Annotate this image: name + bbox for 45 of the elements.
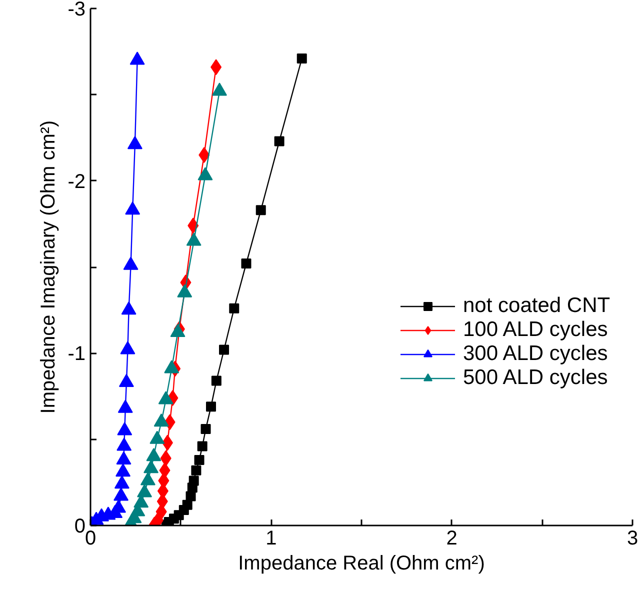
point (140, 472, 156, 486)
point (219, 344, 230, 355)
point (154, 414, 169, 427)
point (146, 448, 162, 462)
point (170, 324, 186, 338)
legend-label: not coated CNT (463, 294, 610, 318)
legend-label: 500 ALD cycles (463, 366, 608, 390)
point (116, 438, 132, 451)
point (144, 460, 159, 474)
point (114, 476, 130, 489)
x-tick-label: 1 (266, 528, 277, 550)
point (127, 136, 142, 150)
point (211, 376, 222, 386)
legend-label: 100 ALD cycles (463, 318, 608, 342)
point (137, 484, 152, 498)
point (120, 341, 136, 354)
point (116, 451, 132, 465)
point (118, 400, 133, 413)
point (241, 258, 252, 269)
legend-label: 300 ALD cycles (463, 342, 608, 366)
point (198, 167, 213, 180)
point (186, 232, 202, 246)
point (256, 205, 266, 216)
point (229, 303, 240, 314)
point (123, 256, 138, 270)
y-axis-title: Impedance Imaginary (Ohm cm²) (38, 120, 60, 414)
y-tick-label: -2 (68, 170, 86, 193)
x-axis-title: Impedance Real (Ohm cm²) (238, 552, 485, 574)
point (200, 424, 211, 434)
point (177, 284, 192, 298)
point (150, 430, 165, 444)
point (125, 202, 140, 215)
point (274, 136, 284, 146)
point (158, 391, 174, 404)
y-tick-label: -1 (68, 343, 86, 366)
point (121, 302, 136, 315)
point (114, 488, 129, 501)
y-tick-label: -3 (68, 0, 86, 20)
point (118, 374, 134, 388)
point (116, 463, 131, 477)
x-tick-label: 2 (446, 528, 458, 550)
point (117, 422, 132, 436)
point (296, 53, 307, 64)
x-tick-label: 3 (626, 528, 638, 550)
point (164, 360, 180, 374)
